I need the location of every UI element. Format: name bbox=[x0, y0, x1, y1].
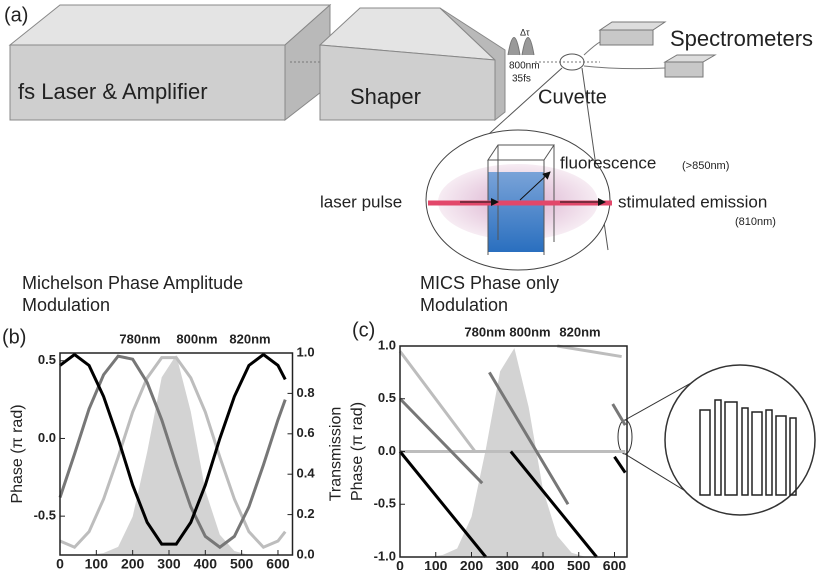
panel-label: (b) bbox=[2, 326, 26, 348]
x-tick-label: 0 bbox=[56, 556, 64, 570]
spectrometer bbox=[664, 61, 704, 78]
laser-pulse-label: laser pulse bbox=[320, 192, 402, 211]
y2-tick-label: 0.4 bbox=[297, 466, 316, 481]
top-axis-label: 820nm bbox=[559, 324, 600, 339]
sample bbox=[488, 172, 544, 252]
top-axis-label: 780nm bbox=[464, 324, 505, 339]
phase-line bbox=[59, 352, 287, 546]
delay-label: Δτ bbox=[520, 27, 530, 37]
emission-label: stimulated emission bbox=[618, 192, 767, 211]
fluorescence-range: (>850nm) bbox=[682, 160, 729, 172]
phase-line bbox=[59, 356, 287, 550]
wavelength-label: 800nm bbox=[509, 61, 540, 72]
spectrometer bbox=[599, 29, 654, 46]
x-tick-label: 600 bbox=[266, 556, 290, 570]
inset-circle bbox=[664, 364, 816, 516]
chart-title: Michelson Phase Amplitude Modulation bbox=[22, 273, 244, 315]
zoom-line bbox=[624, 377, 701, 421]
shaper-box-side bbox=[439, 7, 506, 122]
y-tick-label: 0.0 bbox=[38, 430, 56, 445]
y-axis-label: Phase (π rad) bbox=[349, 402, 366, 501]
x-tick-label: 600 bbox=[603, 558, 627, 570]
shaper-label: Shaper bbox=[350, 84, 421, 109]
x-tick-label: 100 bbox=[424, 558, 448, 570]
x-tick-label: 400 bbox=[194, 556, 218, 570]
spectrometers-label: Spectrometers bbox=[670, 26, 813, 51]
arrow bbox=[519, 171, 551, 201]
top-axis-label: 780nm bbox=[119, 331, 160, 346]
laser-box-front bbox=[9, 44, 286, 121]
top-axis-label: 800nm bbox=[509, 324, 550, 339]
duration-label: 35fs bbox=[512, 74, 531, 85]
y-tick-label: -0.5 bbox=[374, 496, 396, 511]
top-axis-label: 800nm bbox=[176, 331, 217, 346]
y-axis-label: Phase (π rad) bbox=[9, 404, 26, 503]
y2-tick-label: 1.0 bbox=[297, 344, 315, 359]
phase-line bbox=[398, 371, 627, 506]
x-tick-label: 500 bbox=[230, 556, 254, 570]
y2-tick-label: 0.6 bbox=[297, 425, 315, 440]
cuvette-small bbox=[559, 53, 585, 71]
top-axis-label: 820nm bbox=[229, 331, 270, 346]
cuvette-label: Cuvette bbox=[538, 86, 607, 108]
y-tick-label: -0.5 bbox=[34, 508, 56, 523]
phase-line bbox=[398, 344, 622, 453]
phase-line bbox=[398, 450, 627, 558]
emission-wavelength: (810nm) bbox=[735, 216, 776, 228]
pulses bbox=[507, 37, 535, 56]
y2-tick-label: 0.2 bbox=[297, 506, 315, 521]
x-tick-label: 400 bbox=[531, 558, 555, 570]
x-tick-label: 500 bbox=[567, 558, 591, 570]
laser-label: fs Laser & Amplifier bbox=[18, 79, 208, 104]
y-tick-label: 0.0 bbox=[378, 443, 396, 458]
x-tick-label: 300 bbox=[157, 556, 181, 570]
y-tick-label: 1.0 bbox=[378, 337, 396, 352]
chart-title: MICS Phase only Modulation bbox=[420, 273, 560, 315]
x-tick-label: 100 bbox=[85, 556, 109, 570]
panel-label: (c) bbox=[352, 319, 375, 341]
spectrometer bbox=[663, 54, 717, 63]
x-tick-label: 0 bbox=[396, 558, 404, 570]
y-tick-label: -1.0 bbox=[374, 548, 396, 563]
spectrometer bbox=[598, 21, 667, 31]
y2-tick-label: 0.0 bbox=[297, 546, 315, 561]
y-tick-label: 0.5 bbox=[378, 390, 396, 405]
x-tick-label: 200 bbox=[121, 556, 145, 570]
fluorescence-label: fluorescence bbox=[560, 153, 656, 172]
panel-label: (a) bbox=[4, 4, 28, 26]
plot-frame bbox=[59, 352, 294, 556]
y2-axis-label: Transmission bbox=[328, 407, 345, 502]
y-tick-label: 0.5 bbox=[38, 352, 56, 367]
cuvette-walls bbox=[487, 144, 555, 255]
laser-box-top bbox=[8, 4, 332, 46]
pulse-train bbox=[699, 399, 797, 496]
x-tick-label: 300 bbox=[496, 558, 520, 570]
y2-tick-label: 0.8 bbox=[297, 385, 315, 400]
x-tick-label: 200 bbox=[460, 558, 484, 570]
